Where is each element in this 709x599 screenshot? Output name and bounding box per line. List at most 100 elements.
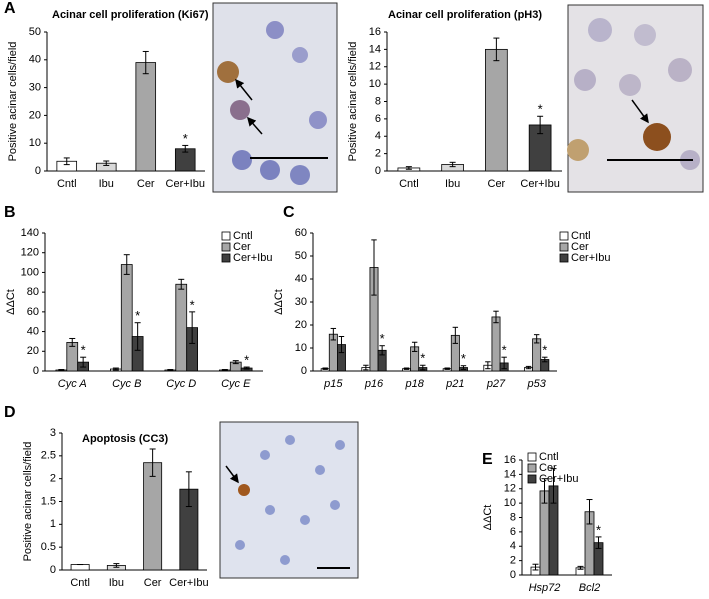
bar [485,48,508,172]
x-tick-label: Ibu [99,178,114,190]
legend-label: Cer [233,241,251,253]
bar [143,462,163,571]
bar [491,316,501,372]
significance-mark: * [420,351,425,366]
y-axis-label: ΔΔCt [273,289,285,315]
bar [532,338,542,372]
x-tick-label: Cntl [57,178,77,190]
significance-mark: * [190,297,195,312]
y-axis-label: Positive acinar cells/field [347,42,359,162]
y-tick-label: 10 [29,137,41,149]
y-tick-label: 16 [369,26,381,38]
significance-mark: * [183,131,188,146]
x-tick-label: p15 [323,378,343,390]
panel-letter: D [4,404,16,421]
legend-swatch [527,463,537,473]
panel-letter: C [283,204,295,221]
y-tick-label: 4 [375,130,381,142]
y-tick-label: 2.5 [41,450,56,462]
y-tick-label: 0 [33,365,39,377]
y-tick-label: 14 [504,468,516,480]
bar [120,264,133,372]
chart-title: Acinar cell proliferation (pH3) [388,9,542,21]
legend-label: Cer+Ibu [539,473,578,485]
x-tick-label: Cyc A [58,378,87,390]
y-tick-label: 20 [27,345,39,357]
y-tick-label: 50 [295,250,307,262]
y-tick-label: 0 [375,165,381,177]
y-tick-label: 30 [295,296,307,308]
legend-swatch [527,452,537,462]
x-tick-label: Cer+Ibu [520,178,559,190]
y-axis-label: ΔΔCt [482,505,494,531]
y-tick-label: 0 [50,564,56,576]
y-tick-label: 10 [504,497,516,509]
y-tick-label: 12 [369,61,381,73]
y-tick-label: 4 [510,540,516,552]
y-tick-label: 2 [510,555,516,567]
legend-swatch [559,231,569,241]
y-tick-label: 0 [301,365,307,377]
significance-mark: * [81,343,86,358]
panel-letter: E [482,451,493,468]
legend-label: Cer [539,462,557,474]
chart-title: Apoptosis (CC3) [82,433,169,445]
x-tick-label: p21 [445,378,464,390]
y-tick-label: 10 [369,78,381,90]
legend-swatch [559,253,569,263]
y-tick-label: 10 [295,342,307,354]
y-tick-label: 1 [50,518,56,530]
y-tick-label: 0.5 [41,541,56,553]
y-axis-label: Positive acinar cells/field [22,442,34,562]
y-axis-label: Positive acinar cells/field [7,42,19,162]
legend-label: Cntl [233,230,253,242]
significance-mark: * [596,522,601,537]
x-tick-label: p16 [364,378,384,390]
panel-letter: A [4,0,16,17]
bar [70,564,90,571]
y-tick-label: 1.5 [41,495,56,507]
y-tick-label: 80 [27,286,39,298]
legend-swatch [221,253,231,263]
x-tick-label: Cer [137,178,155,190]
y-tick-label: 8 [375,95,381,107]
y-tick-label: 20 [29,109,41,121]
chart-title: Acinar cell proliferation (Ki67) [52,9,209,21]
y-tick-label: 60 [295,227,307,239]
legend-swatch [221,242,231,252]
legend-label: Cntl [539,451,559,463]
micrograph-cc3 [219,421,359,579]
y-tick-label: 40 [295,273,307,285]
y-axis-label: ΔΔCt [5,289,17,315]
legend-label: Cer+Ibu [571,252,610,264]
significance-mark: * [135,308,140,323]
micrograph-ki67 [212,2,338,193]
y-tick-label: 8 [510,511,516,523]
y-tick-label: 12 [504,483,516,495]
x-tick-label: Cer+Ibu [169,577,208,589]
y-tick-label: 40 [27,325,39,337]
y-tick-label: 30 [29,82,41,94]
bar [135,62,157,172]
x-tick-label: Cyc D [166,378,196,390]
x-tick-label: Cyc E [221,378,251,390]
y-tick-label: 20 [295,319,307,331]
y-tick-label: 6 [375,113,381,125]
legend-label: Cer+Ibu [233,252,272,264]
legend-swatch [527,474,537,484]
y-tick-label: 50 [29,26,41,38]
y-tick-label: 140 [21,227,39,239]
x-tick-label: Hsp72 [529,582,561,594]
panel-letter: B [4,204,16,221]
x-tick-label: p18 [404,378,424,390]
y-tick-label: 6 [510,526,516,538]
x-tick-label: Ibu [445,178,460,190]
y-tick-label: 16 [504,454,516,466]
x-tick-label: p53 [526,378,546,390]
x-tick-label: Bcl2 [579,582,600,594]
y-tick-label: 3 [50,427,56,439]
y-tick-label: 2 [50,473,56,485]
x-tick-label: Ibu [109,577,124,589]
significance-mark: * [538,102,543,117]
